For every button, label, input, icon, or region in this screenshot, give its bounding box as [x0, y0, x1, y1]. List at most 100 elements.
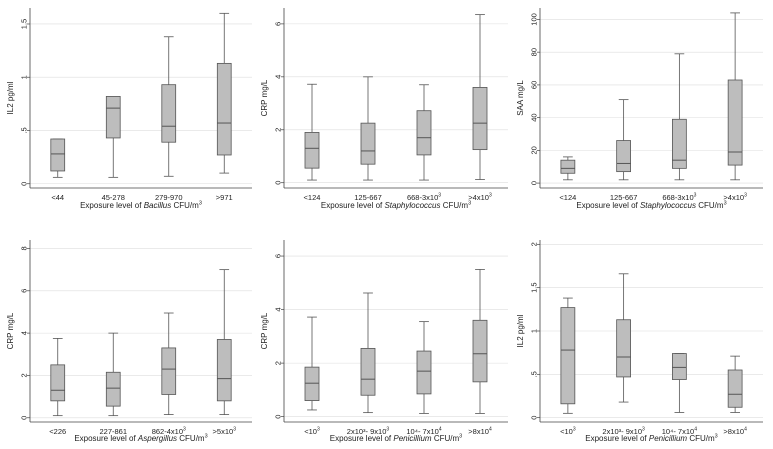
- x-tick-label: 2x10³- 9x103: [602, 427, 645, 437]
- x-tick-label: >8x104: [723, 427, 747, 437]
- x-tick-label-base: >8x10: [468, 427, 489, 436]
- x-tick-label-base: <10: [560, 427, 573, 436]
- x-tick-label-base: 279-970: [155, 193, 183, 202]
- x-tick-label: 125-667: [610, 193, 638, 202]
- box-3: [672, 53, 687, 181]
- x-axis-title: Exposure level of Aspergillus CFU/m3: [74, 434, 207, 444]
- x-axis-title-unit-sup: 3: [715, 434, 718, 440]
- x-tick-label-base: 2x10³- 9x10: [347, 427, 387, 436]
- x-tick-label-sup: 3: [183, 427, 186, 433]
- iqr-box: [560, 307, 576, 405]
- x-tick-label: 668-3x103: [662, 193, 696, 203]
- x-axis-title-unit: CFU/m: [687, 434, 715, 443]
- x-tick-label-sup: 3: [573, 427, 576, 433]
- x-tick-label-base: 668-3x10: [662, 193, 693, 202]
- x-tick-label: 45-278: [102, 193, 125, 202]
- x-axis-title-organism: Penicillium: [649, 434, 688, 443]
- x-tick-label-base: <124: [304, 193, 321, 202]
- box-2: [616, 99, 631, 181]
- y-tick-label: 2: [20, 373, 29, 377]
- x-axis-title: Exposure level of Bacillus CFU/m3: [80, 201, 202, 211]
- y-tick-label: 1.5: [20, 19, 29, 29]
- box-3: [672, 353, 687, 413]
- box-4: [216, 269, 232, 415]
- y-tick-label: 4: [274, 75, 283, 79]
- x-axis-title-unit-sup: 3: [459, 434, 462, 440]
- y-tick-label: .5: [530, 371, 539, 377]
- x-tick-label-base: >4x10: [723, 193, 744, 202]
- y-tick-label: 0: [274, 415, 283, 419]
- x-tick-label: 10⁴- 7x104: [662, 427, 697, 437]
- box-3: [161, 312, 177, 415]
- x-tick-label-base: 862-4x10: [152, 427, 183, 436]
- iqr-box: [616, 319, 631, 378]
- x-tick-label-sup: 4: [694, 427, 697, 433]
- x-tick-label-sup: 3: [233, 427, 236, 433]
- x-tick-label-base: >971: [216, 193, 233, 202]
- x-tick-label: 2x10³- 9x103: [347, 427, 390, 437]
- iqr-box: [304, 132, 320, 169]
- y-tick-label: 6: [274, 22, 283, 26]
- y-tick-label: .5: [20, 127, 29, 133]
- y-axis-title: IL2 pg/ml: [516, 314, 525, 347]
- iqr-box: [161, 84, 177, 143]
- x-axis-title: Exposure level of Penicillium CFU/m3: [330, 434, 462, 444]
- box-4: [472, 269, 488, 414]
- box-1: [560, 297, 576, 414]
- x-tick-label: <44: [51, 193, 64, 202]
- x-tick-label-sup: 3: [489, 193, 492, 199]
- x-axis-title-organism: Staphylococcus: [640, 201, 696, 210]
- box-4: [472, 14, 488, 180]
- iqr-box: [616, 140, 631, 173]
- x-tick-label-sup: 3: [642, 427, 645, 433]
- x-tick-label: <124: [559, 193, 576, 202]
- box-4: [727, 355, 743, 413]
- x-tick-label-base: >5x10: [213, 427, 234, 436]
- y-tick-label: 2: [274, 361, 283, 365]
- x-tick-label-base: 2x10³- 9x10: [602, 427, 642, 436]
- x-tick-label: 10⁴- 7x104: [406, 427, 441, 437]
- x-axis-title-unit-sup: 3: [205, 434, 208, 440]
- x-tick-label-base: 227-861: [99, 427, 127, 436]
- box-2: [360, 292, 376, 414]
- y-tick-label: 1: [530, 329, 539, 333]
- x-tick-label: >4x103: [468, 193, 492, 203]
- y-tick-label: 8: [20, 246, 29, 250]
- x-tick-label-base: 125-667: [610, 193, 638, 202]
- y-tick-label: 2: [530, 242, 539, 246]
- x-axis-title-organism: Penicillium: [393, 434, 432, 443]
- box-3: [416, 321, 432, 414]
- iqr-box: [216, 62, 232, 156]
- iqr-box: [161, 347, 177, 395]
- y-tick-label: 0: [530, 181, 539, 185]
- x-axis-title-unit: CFU/m: [177, 434, 205, 443]
- box-1: [304, 83, 320, 181]
- box-2: [105, 96, 121, 178]
- x-axis-title-organism: Staphylococcus: [384, 201, 440, 210]
- x-tick-label-sup: 3: [438, 193, 441, 199]
- x-tick-label: 862-4x103: [152, 427, 186, 437]
- x-tick-label-base: >4x10: [468, 193, 489, 202]
- box-4: [216, 12, 232, 174]
- y-tick-label: 40: [530, 113, 539, 121]
- y-axis-title: CRP mg/L: [6, 312, 15, 349]
- x-axis-title-unit-sup: 3: [468, 201, 471, 207]
- x-axis-title-unit: CFU/m: [432, 434, 460, 443]
- x-tick-label-base: 125-667: [354, 193, 382, 202]
- x-tick-label: 668-3x103: [407, 193, 441, 203]
- iqr-box: [105, 371, 121, 407]
- x-tick-label-base: 10⁴- 7x10: [662, 427, 694, 436]
- x-tick-label: >8x104: [468, 427, 492, 437]
- x-axis-title-prefix: Exposure level of: [321, 201, 385, 210]
- iqr-box: [727, 369, 743, 408]
- x-tick-label-sup: 3: [694, 193, 697, 199]
- x-tick-label-sup: 3: [386, 427, 389, 433]
- x-tick-label-sup: 4: [489, 427, 492, 433]
- x-axis-title-unit-sup: 3: [724, 201, 727, 207]
- iqr-box: [304, 366, 320, 401]
- box-2: [105, 332, 121, 417]
- y-tick-label: 0: [20, 416, 29, 420]
